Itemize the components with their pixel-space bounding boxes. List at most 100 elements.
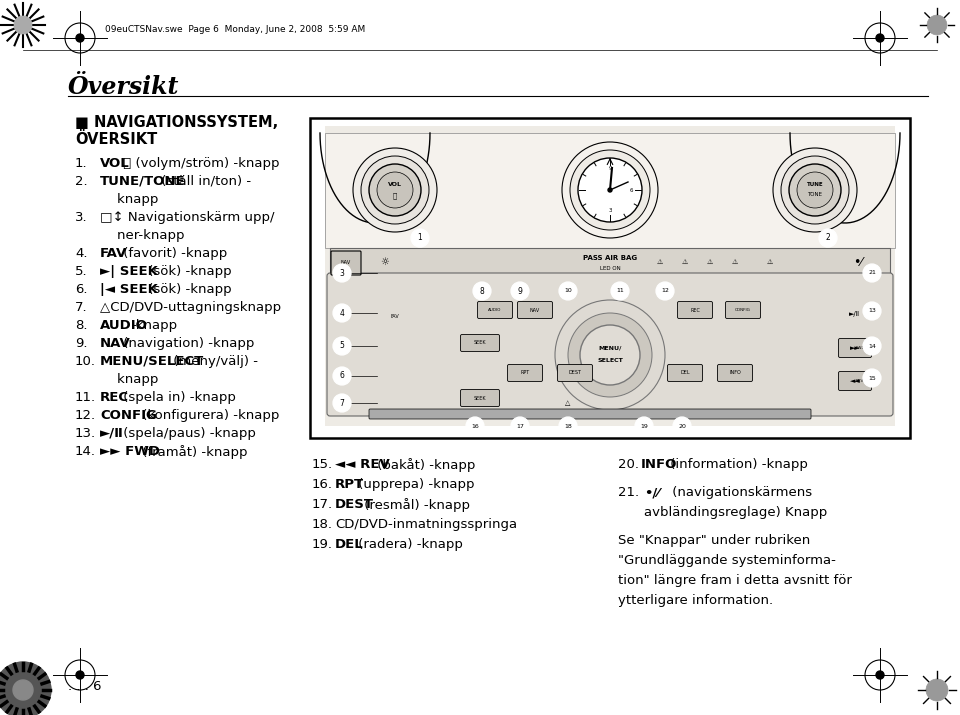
Text: 16: 16 xyxy=(471,423,479,428)
Text: |◄ SEEK: |◄ SEEK xyxy=(100,283,157,296)
FancyBboxPatch shape xyxy=(327,273,893,416)
Circle shape xyxy=(863,337,881,355)
Text: △: △ xyxy=(100,301,110,314)
Text: ytterligare information.: ytterligare information. xyxy=(618,594,773,607)
Text: △: △ xyxy=(565,400,570,406)
Text: INFO: INFO xyxy=(640,458,677,471)
Text: TUNE: TUNE xyxy=(806,182,824,187)
Text: (sök) -knapp: (sök) -knapp xyxy=(144,265,231,278)
Circle shape xyxy=(927,15,947,35)
Text: INFO: INFO xyxy=(730,370,741,375)
Text: MENU/: MENU/ xyxy=(598,345,622,350)
Text: NAV: NAV xyxy=(530,307,540,312)
Circle shape xyxy=(819,229,837,247)
Text: ☼: ☼ xyxy=(380,257,390,267)
Circle shape xyxy=(578,158,642,222)
Text: 16.: 16. xyxy=(312,478,333,491)
Text: DEST: DEST xyxy=(335,498,373,511)
Text: TONE: TONE xyxy=(807,192,823,197)
Circle shape xyxy=(559,282,577,300)
Text: CONFIG: CONFIG xyxy=(735,308,751,312)
Circle shape xyxy=(568,313,652,397)
Text: 13.: 13. xyxy=(75,427,96,440)
Text: DEL: DEL xyxy=(335,538,364,551)
Text: -knapp: -knapp xyxy=(132,319,178,332)
Text: (framåt) -knapp: (framåt) -knapp xyxy=(138,445,248,459)
FancyBboxPatch shape xyxy=(667,365,703,382)
Text: CD/DVD-uttagningsknapp: CD/DVD-uttagningsknapp xyxy=(107,301,281,314)
Text: RPT: RPT xyxy=(520,370,530,375)
Text: SEEK: SEEK xyxy=(473,395,487,400)
Text: 15.: 15. xyxy=(312,458,333,471)
Text: ■ NAVIGATIONSSYSTEM,: ■ NAVIGATIONSSYSTEM, xyxy=(75,115,278,130)
Text: ⏻ (volym/ström) -knapp: ⏻ (volym/ström) -knapp xyxy=(119,157,279,170)
Circle shape xyxy=(570,150,650,230)
FancyBboxPatch shape xyxy=(369,409,811,419)
Text: (sök) -knapp: (sök) -knapp xyxy=(144,283,231,296)
Text: REV: REV xyxy=(855,379,864,383)
Text: 17.: 17. xyxy=(312,498,333,511)
Circle shape xyxy=(333,337,351,355)
Text: ⏻: ⏻ xyxy=(393,193,397,199)
Circle shape xyxy=(333,367,351,385)
Text: ►/Ⅱ: ►/Ⅱ xyxy=(850,311,860,317)
Text: 21.: 21. xyxy=(618,486,639,499)
Circle shape xyxy=(13,680,33,700)
Text: 2: 2 xyxy=(826,234,830,242)
Text: ner-knapp: ner-knapp xyxy=(100,229,184,242)
Text: 12.: 12. xyxy=(75,409,96,422)
Circle shape xyxy=(562,142,658,238)
Circle shape xyxy=(863,302,881,320)
Circle shape xyxy=(608,188,612,192)
Text: ►► FWD: ►► FWD xyxy=(100,445,160,458)
Bar xyxy=(310,118,910,438)
Circle shape xyxy=(511,417,529,435)
Text: MENU/SELECT: MENU/SELECT xyxy=(100,355,204,368)
Circle shape xyxy=(797,172,833,208)
Text: 6.: 6. xyxy=(75,283,87,296)
Bar xyxy=(325,133,895,248)
Text: 6: 6 xyxy=(629,187,633,192)
Text: 20: 20 xyxy=(678,423,686,428)
Circle shape xyxy=(511,282,529,300)
Text: ◄◄: ◄◄ xyxy=(850,378,860,384)
Text: ⚠: ⚠ xyxy=(732,259,738,265)
Circle shape xyxy=(926,679,948,701)
Text: AUDIO: AUDIO xyxy=(489,308,502,312)
Circle shape xyxy=(789,164,841,216)
Text: TUNE/TONE: TUNE/TONE xyxy=(100,175,185,188)
Text: 8.: 8. xyxy=(75,319,87,332)
Text: ⚠: ⚠ xyxy=(707,259,713,265)
Circle shape xyxy=(773,148,857,232)
Text: REC: REC xyxy=(690,307,700,312)
Bar xyxy=(330,248,890,276)
Circle shape xyxy=(863,369,881,387)
Text: 9: 9 xyxy=(517,287,522,295)
FancyBboxPatch shape xyxy=(717,365,753,382)
Text: 21: 21 xyxy=(868,270,876,275)
Text: 5: 5 xyxy=(340,342,345,350)
Circle shape xyxy=(76,34,84,42)
FancyBboxPatch shape xyxy=(477,302,513,318)
Circle shape xyxy=(555,300,665,410)
Text: ►| SEEK: ►| SEEK xyxy=(100,265,157,278)
Text: AUDIO: AUDIO xyxy=(100,319,148,332)
Text: 13: 13 xyxy=(868,308,876,313)
Text: NAV: NAV xyxy=(341,260,351,265)
Circle shape xyxy=(673,417,691,435)
Text: "Grundläggande systeminforma-: "Grundläggande systeminforma- xyxy=(618,554,836,567)
Text: (konfigurera) -knapp: (konfigurera) -knapp xyxy=(138,409,279,422)
Text: ÖVERSIKT: ÖVERSIKT xyxy=(75,132,157,147)
Text: 1.: 1. xyxy=(75,157,87,170)
Text: ⚠: ⚠ xyxy=(682,259,688,265)
Circle shape xyxy=(635,417,653,435)
Text: SELECT: SELECT xyxy=(597,358,623,363)
FancyBboxPatch shape xyxy=(558,365,592,382)
FancyBboxPatch shape xyxy=(508,365,542,382)
Text: DEL: DEL xyxy=(681,370,690,375)
Text: (favorit) -knapp: (favorit) -knapp xyxy=(119,247,228,260)
Text: 11: 11 xyxy=(616,288,624,293)
Text: 3: 3 xyxy=(340,269,345,277)
Text: 19.: 19. xyxy=(312,538,333,551)
Text: Se "Knappar" under rubriken: Se "Knappar" under rubriken xyxy=(618,534,810,547)
